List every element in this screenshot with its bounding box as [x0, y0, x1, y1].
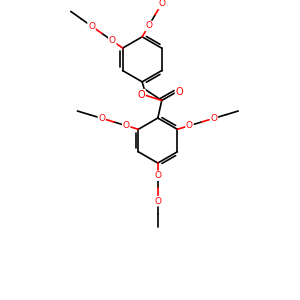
Text: O: O [186, 121, 193, 130]
Text: O: O [176, 87, 183, 97]
Text: O: O [210, 114, 218, 123]
Text: O: O [109, 36, 116, 45]
Text: O: O [158, 0, 165, 8]
Text: O: O [98, 114, 105, 123]
Text: O: O [123, 121, 130, 130]
Text: O: O [88, 22, 95, 31]
Text: O: O [154, 171, 161, 180]
Text: O: O [137, 90, 145, 100]
Text: O: O [154, 197, 161, 206]
Text: O: O [145, 21, 152, 30]
